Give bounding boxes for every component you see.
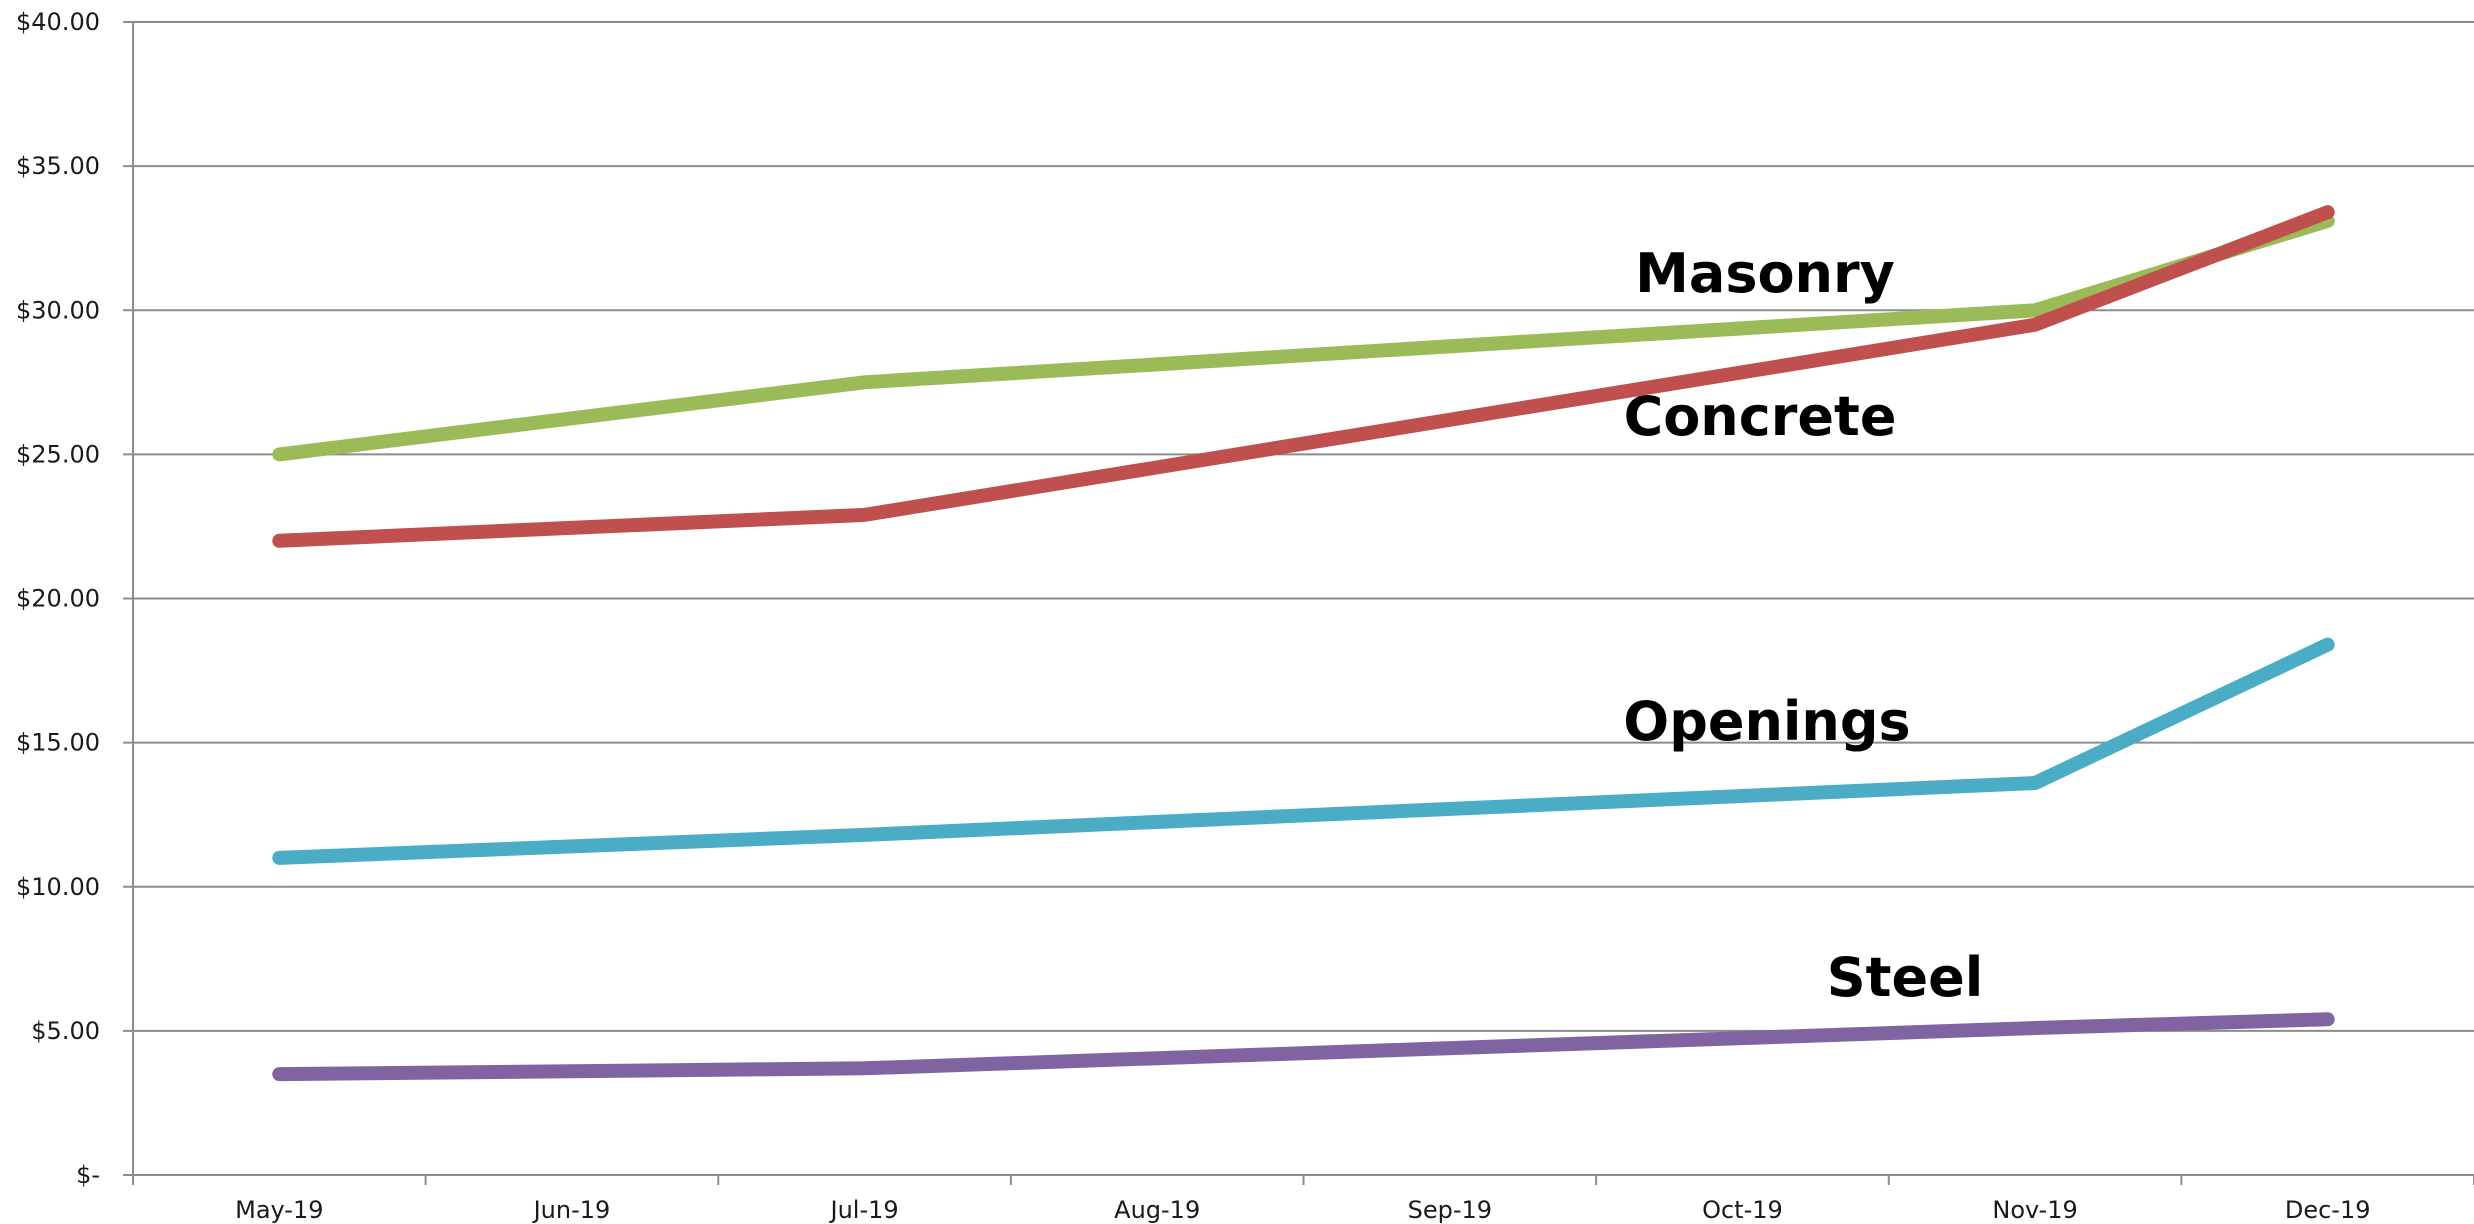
y-tick-label-0: $- (76, 1161, 100, 1189)
series-label-concrete: Concrete (1624, 385, 1897, 448)
y-tick-label-5: $25.00 (16, 440, 100, 468)
gridlines (133, 21, 2474, 1032)
axes (123, 21, 2474, 1185)
y-tick-label-7: $35.00 (16, 152, 100, 180)
series-line-concrete (272, 205, 2335, 548)
y-tick-label-8: $40.00 (16, 8, 100, 36)
x-tick-label-nov-19: Nov-19 (1992, 1196, 2077, 1224)
x-tick-label-aug-19: Aug-19 (1114, 1196, 1200, 1224)
series-line-openings (272, 637, 2335, 865)
series-label-masonry: Masonry (1635, 242, 1895, 305)
x-tick-label-dec-19: Dec-19 (2285, 1196, 2371, 1224)
series-line-masonry (272, 213, 2335, 462)
y-tick-label-3: $15.00 (16, 729, 100, 757)
series-label-openings: Openings (1623, 690, 1910, 753)
x-axis-tick-labels: May-19 Jun-19 Jul-19 Aug-19 Sep-19 Oct-19 Nov-… (235, 1196, 2370, 1224)
x-tick-label-may-19: May-19 (235, 1196, 323, 1224)
series-line-steel (272, 1012, 2335, 1082)
y-axis-tick-labels: $- $5.00 $10.00 $15.00 $20.00 $25.00 $30.00 $35… (16, 8, 100, 1189)
series-labels: Masonry Concrete Openings Steel (1623, 242, 1983, 1009)
y-tick-label-2: $10.00 (16, 873, 100, 901)
y-tick-label-4: $20.00 (16, 585, 100, 613)
x-tick-label-sep-19: Sep-19 (1408, 1196, 1492, 1224)
series-label-steel: Steel (1827, 946, 1983, 1009)
y-tick-label-1: $5.00 (31, 1017, 100, 1045)
x-tick-label-jul-19: Jul-19 (828, 1196, 898, 1224)
y-tick-label-6: $30.00 (16, 296, 100, 324)
series-lines (272, 205, 2335, 1082)
x-tick-label-jun-19: Jun-19 (532, 1196, 611, 1224)
x-tick-label-oct-19: Oct-19 (1702, 1196, 1783, 1224)
